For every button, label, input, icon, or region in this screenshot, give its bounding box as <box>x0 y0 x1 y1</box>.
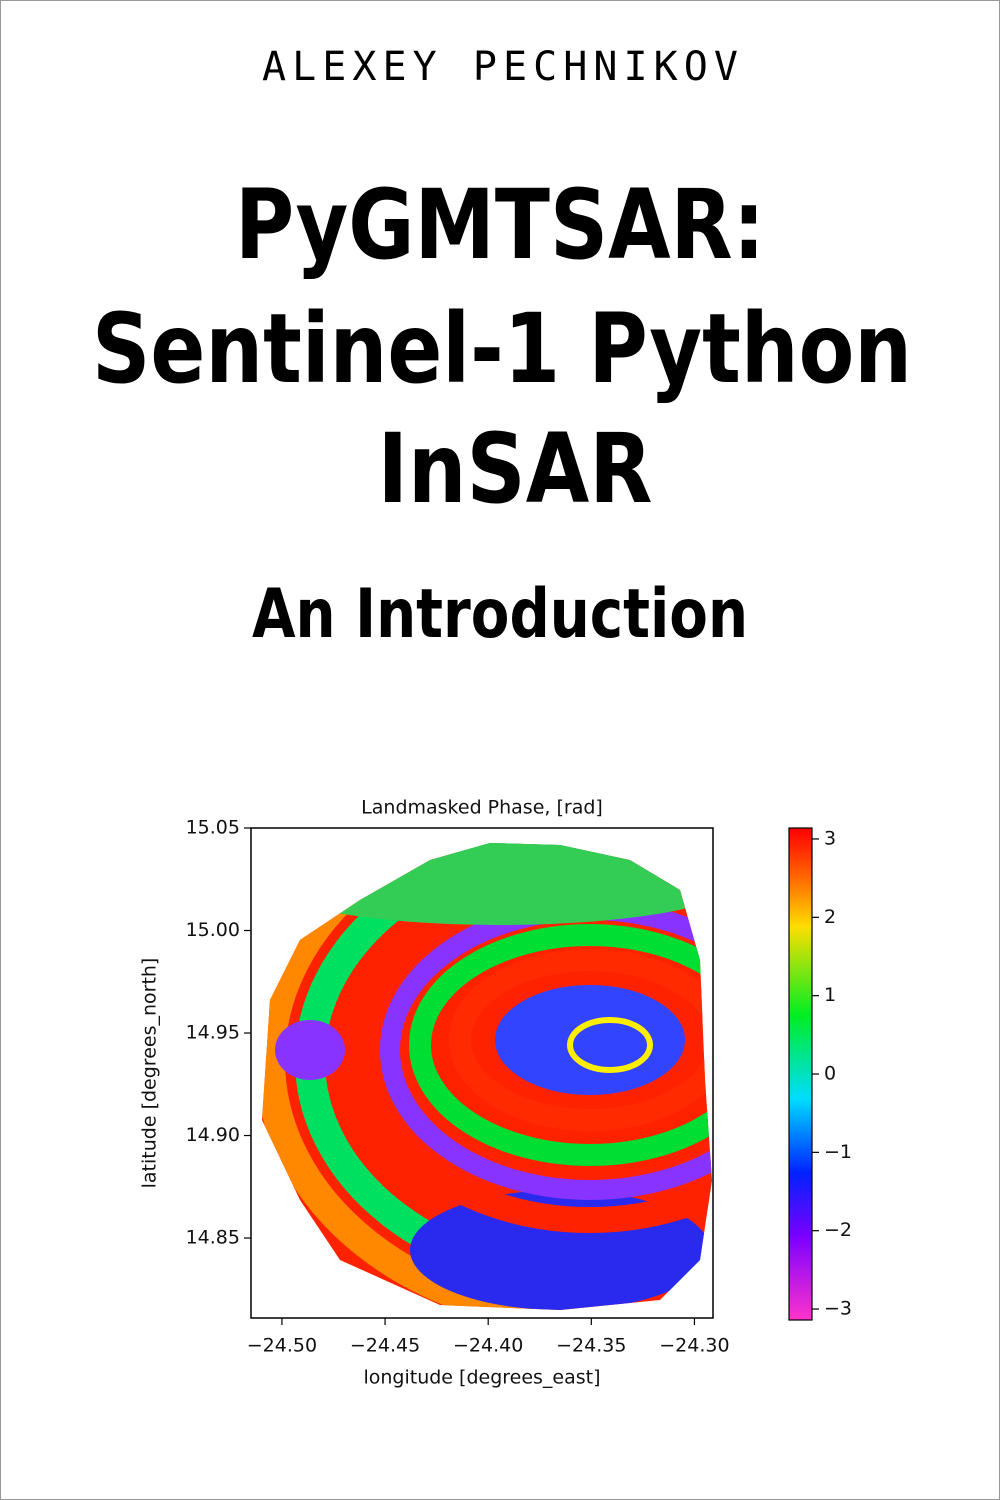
colorbar-tick-label: −3 <box>824 1298 852 1320</box>
colorbar-tick-label: 3 <box>824 827 836 849</box>
x-tick-label: −24.40 <box>453 1335 523 1357</box>
colorbar <box>788 827 813 1321</box>
y-tick-label: 15.00 <box>186 919 240 941</box>
x-axis-label: longitude [degrees_east] <box>363 1367 600 1389</box>
colorbar-tick-label: 2 <box>824 906 836 928</box>
title-line: PyGMTSAR: <box>235 169 765 281</box>
x-tick-label: −24.45 <box>350 1335 420 1357</box>
y-tick-label: 14.95 <box>186 1022 240 1044</box>
chart-title: Landmasked Phase, [rad] <box>361 797 603 819</box>
title-line: Sentinel-1 Python <box>92 293 912 405</box>
x-tick-label: −24.50 <box>247 1335 317 1357</box>
x-tick-label: −24.35 <box>556 1335 626 1357</box>
colorbar-tick-label: 0 <box>824 1063 836 1085</box>
y-tick-label: 15.05 <box>186 817 240 839</box>
x-tick-label: −24.30 <box>659 1335 729 1357</box>
subtitle: An Introduction <box>252 575 748 654</box>
y-axis-label: latitude [degrees_north] <box>139 958 161 1189</box>
title-line: InSAR <box>378 413 653 525</box>
colorbar-tick-label: 1 <box>824 984 836 1006</box>
colorbar-tick-label: −1 <box>824 1141 852 1163</box>
axes-frame <box>250 827 714 1319</box>
y-tick-label: 14.85 <box>186 1227 240 1249</box>
y-tick-label: 14.90 <box>186 1124 240 1146</box>
phase-image <box>262 843 712 1310</box>
colorbar-tick-label: −2 <box>824 1219 852 1241</box>
